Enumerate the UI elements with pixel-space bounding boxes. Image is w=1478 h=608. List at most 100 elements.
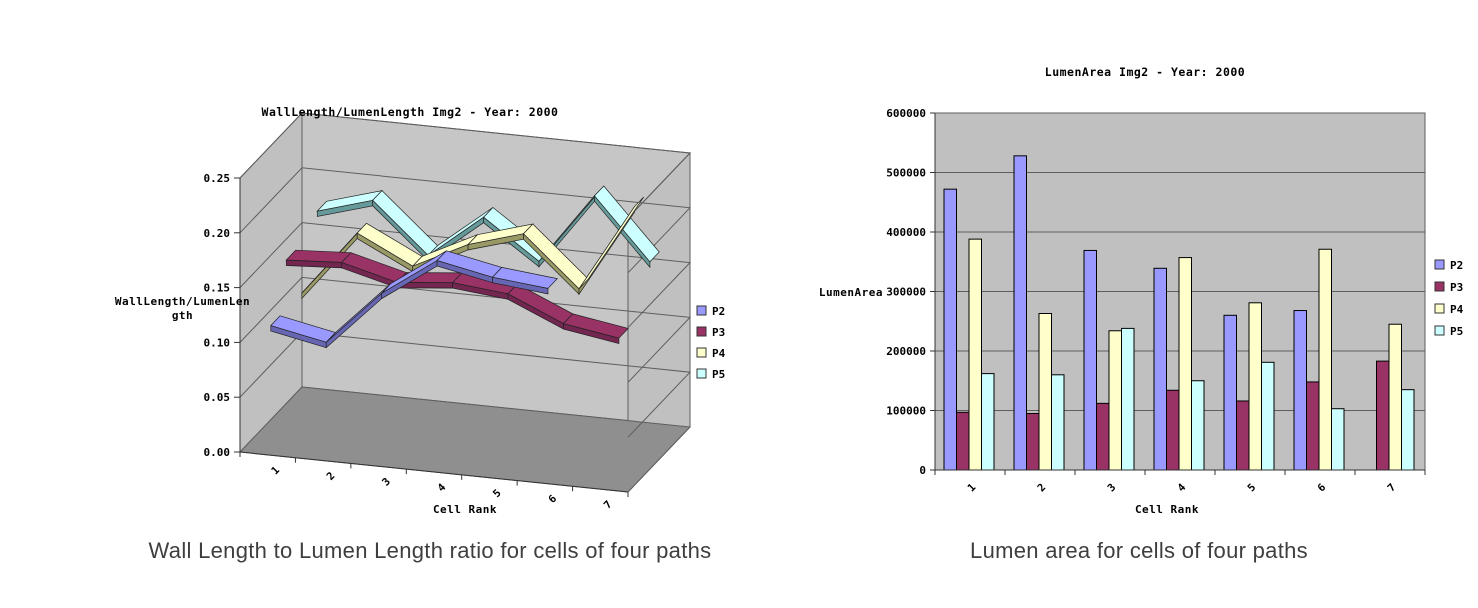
x-tick-label: 6	[1315, 481, 1328, 494]
legend-swatch-P4	[1434, 303, 1445, 314]
y-tick-label: 0.20	[204, 227, 231, 240]
y-tick-label: 100000	[886, 405, 926, 418]
bar-P2-rank6	[1293, 310, 1307, 471]
bar-P2-rank4	[1153, 267, 1167, 471]
bar-P3-rank6	[1306, 381, 1320, 471]
bar-P3-rank5	[1236, 400, 1250, 471]
x-tick-label: 2	[325, 470, 338, 483]
y-tick-label: 300000	[886, 286, 926, 299]
x-tick-label: 3	[380, 476, 393, 489]
bar-P4-rank3	[1108, 330, 1122, 471]
ribbon-P2	[270, 250, 558, 349]
y-tick-label: 400000	[886, 226, 926, 239]
y-axis: 0.00 0.05 0.10 0.15 0.20 0.25	[204, 172, 241, 459]
bar-P5-rank1	[981, 373, 995, 471]
gridline-0.25	[239, 112, 692, 219]
bar-P2-rank5	[1223, 314, 1237, 471]
bar-P2-rank1	[943, 188, 957, 471]
bar-P4-rank7	[1388, 323, 1402, 471]
x-axis: 1 2 3 4 5 6 7	[934, 469, 1426, 494]
figure-caption: Wall Length to Lumen Length ratio for ce…	[148, 538, 712, 563]
bar-P5-rank4	[1191, 380, 1205, 471]
y-tick-label: 0	[919, 464, 926, 477]
legend: P2 P3 P4 P5	[696, 305, 726, 381]
plot-walls	[238, 111, 692, 494]
bar-P4-rank1	[968, 238, 982, 471]
y-tick-label: 500000	[886, 167, 926, 180]
y-axis: 0 100000 200000 300000 400000 500000 600000	[886, 107, 936, 477]
bar-P4-rank6	[1318, 248, 1332, 471]
bar-P5-rank3	[1121, 327, 1135, 471]
y-tick-label: 0.00	[204, 446, 231, 459]
legend-label-P4: P4	[1450, 303, 1464, 316]
legend-swatch-P2	[1434, 259, 1445, 270]
lumen-area-bar-chart: 0 100000 200000 300000 400000 500000 600000 1 2 3…	[886, 107, 1464, 494]
gridline-0.20	[239, 167, 692, 274]
x-tick-label: 4	[435, 481, 448, 494]
legend-swatch-P4	[696, 347, 707, 358]
bar-P2-rank3	[1083, 249, 1097, 471]
x-tick-label: 3	[1105, 481, 1118, 494]
bar-P3-rank4	[1166, 389, 1180, 471]
x-axis-label: Cell Rank	[1134, 503, 1200, 516]
x-tick-label: 7	[1385, 481, 1398, 494]
y-tick-label: 0.25	[204, 172, 231, 185]
ribbon-top-P3	[285, 249, 352, 263]
y-tick-label: 0.15	[204, 282, 231, 295]
bar-P5-rank6	[1331, 408, 1345, 471]
bar-P3-rank2	[1026, 412, 1040, 471]
x-tick-label: 5	[491, 487, 504, 500]
legend-label-P3: P3	[1450, 281, 1463, 294]
legend-swatch-P2	[696, 305, 707, 316]
figure-caption: Lumen area for cells of four paths	[970, 538, 1308, 563]
legend-label-P5: P5	[712, 368, 725, 381]
y-axis-label-line2: gth	[171, 309, 194, 322]
legend-swatch-P3	[696, 326, 707, 337]
legend-label-P2: P2	[712, 305, 725, 318]
y-tick-label: 600000	[886, 107, 926, 120]
bar-P5-rank2	[1051, 374, 1065, 471]
ribbon-top-P3	[562, 313, 629, 339]
bar-P4-rank5	[1248, 302, 1262, 471]
legend-label-P3: P3	[712, 326, 725, 339]
gridline-0.05	[239, 331, 692, 438]
y-axis-label: LumenArea	[818, 286, 883, 299]
legend-label-P2: P2	[1450, 259, 1463, 272]
legend-swatch-P5	[1434, 325, 1445, 336]
x-axis-label: Cell Rank	[432, 503, 498, 516]
y-axis-label-line1: WallLength/LumenLen	[114, 295, 251, 308]
legend: P2 P3 P4 P5	[1434, 259, 1464, 338]
y-tick-label: 0.10	[204, 336, 231, 349]
gridline-0.10	[239, 276, 692, 383]
bar-P3-rank1	[956, 411, 970, 471]
x-tick-label: 1	[269, 464, 282, 477]
figure-lumen-area: 0 100000 200000 300000 400000 500000 600000 1 2 3…	[800, 10, 1478, 600]
bar-P4-rank2	[1038, 313, 1052, 471]
bar-P5-rank5	[1261, 361, 1275, 471]
bars	[943, 155, 1415, 471]
bar-P2-rank2	[1013, 155, 1027, 471]
figure-wall-lumen-ratio: 0.00 0.05 0.10 0.15 0.20 0.25 1 2 3 4 5 6 7 P2 P3 P4 P5 …	[80, 10, 780, 600]
legend-swatch-P5	[696, 368, 707, 379]
y-tick-label: 0.05	[204, 391, 231, 404]
bar-P3-rank7	[1376, 360, 1390, 471]
x-tick-label: 5	[1245, 481, 1258, 494]
bar-P5-rank7	[1401, 389, 1415, 471]
x-tick-label: 4	[1175, 481, 1188, 494]
ribbon-P5	[316, 185, 660, 269]
ribbon-top-P4	[578, 196, 644, 290]
chart-title: WallLength/LumenLength Img2 - Year: 2000	[261, 105, 559, 119]
legend-label-P4: P4	[712, 347, 726, 360]
x-tick-label: 2	[1035, 481, 1048, 494]
x-tick-label: 1	[965, 481, 978, 494]
ribbon-top-P2	[491, 267, 558, 289]
chart-title: LumenArea Img2 - Year: 2000	[1044, 65, 1246, 79]
bar-P3-rank3	[1096, 402, 1110, 471]
ribbon-P3	[285, 249, 629, 345]
y-tick-label: 200000	[886, 345, 926, 358]
x-axis-line	[239, 451, 629, 493]
legend-swatch-P3	[1434, 281, 1445, 292]
bar-P4-rank4	[1178, 257, 1192, 471]
